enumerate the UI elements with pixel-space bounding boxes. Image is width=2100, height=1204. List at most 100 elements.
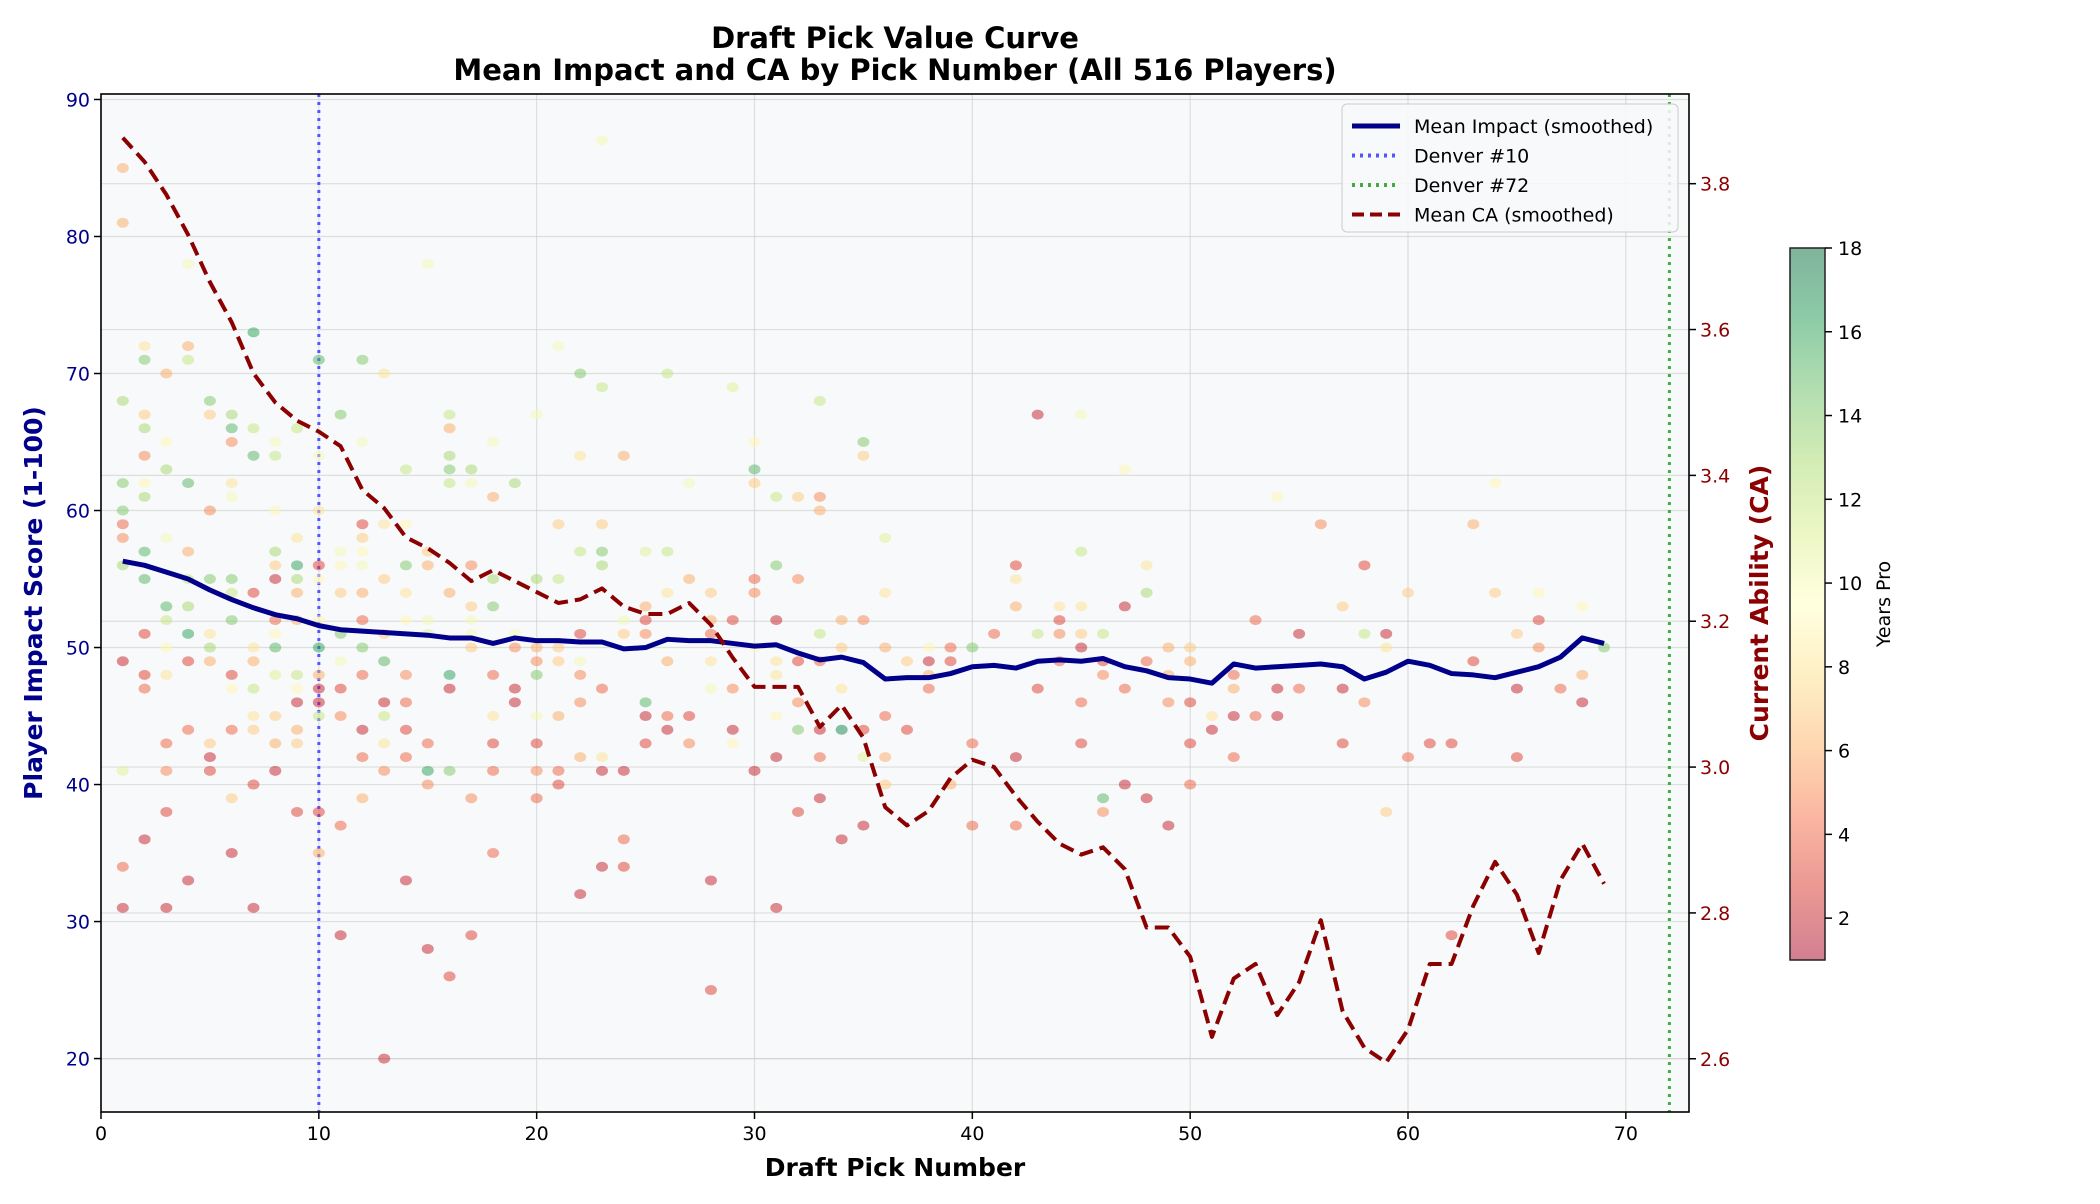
player-point	[334, 820, 347, 831]
player-point	[247, 902, 260, 913]
chart-subtitle: Mean Impact and CA by Pick Number (All 5…	[453, 53, 1336, 87]
player-point	[1009, 752, 1022, 763]
player-point	[487, 669, 500, 680]
player-point	[225, 437, 238, 448]
player-point	[1140, 793, 1153, 804]
player-point	[138, 491, 151, 502]
legend-label: Denver #10	[1414, 146, 1529, 168]
player-point	[225, 409, 238, 420]
colorbar-tick-label: 2	[1838, 908, 1850, 930]
player-point	[399, 587, 412, 598]
player-point	[879, 779, 892, 790]
player-point	[1097, 806, 1110, 817]
player-point	[312, 848, 325, 859]
player-point	[879, 532, 892, 543]
player-point	[922, 683, 935, 694]
player-point	[639, 738, 652, 749]
player-point	[1336, 683, 1349, 694]
player-point	[443, 587, 456, 598]
player-point	[291, 738, 304, 749]
player-point	[378, 697, 391, 708]
player-point	[465, 478, 478, 489]
player-point	[269, 450, 282, 461]
player-point	[399, 615, 412, 626]
player-point	[704, 683, 717, 694]
player-point	[247, 656, 260, 667]
player-point	[116, 217, 129, 228]
player-point	[269, 642, 282, 653]
player-point	[421, 779, 434, 790]
player-point	[312, 642, 325, 653]
player-point	[443, 478, 456, 489]
player-point	[138, 546, 151, 557]
player-point	[574, 752, 587, 763]
player-point	[1184, 779, 1197, 790]
plot-area	[101, 94, 1689, 1112]
player-point	[291, 697, 304, 708]
y2-tick-label: 2.6	[1700, 1049, 1730, 1071]
player-point	[247, 711, 260, 722]
player-point	[857, 752, 870, 763]
player-point	[748, 478, 761, 489]
player-point	[1140, 587, 1153, 598]
player-point	[1401, 752, 1414, 763]
player-point	[1205, 724, 1218, 735]
player-point	[596, 546, 609, 557]
player-point	[421, 258, 434, 269]
player-point	[835, 724, 848, 735]
player-point	[900, 724, 913, 735]
player-point	[1532, 587, 1545, 598]
legend-label: Mean CA (smoothed)	[1414, 205, 1614, 227]
player-point	[1532, 642, 1545, 653]
y-tick-label: 70	[66, 364, 90, 386]
player-point	[1184, 642, 1197, 653]
player-point	[291, 724, 304, 735]
player-point	[399, 724, 412, 735]
y-tick-label: 80	[66, 226, 90, 248]
player-point	[160, 437, 173, 448]
player-point	[138, 409, 151, 420]
player-point	[1097, 669, 1110, 680]
player-point	[661, 724, 674, 735]
player-point	[465, 601, 478, 612]
player-point	[792, 656, 805, 667]
player-point	[1162, 820, 1175, 831]
player-point	[356, 793, 369, 804]
player-point	[291, 560, 304, 571]
player-point	[1380, 806, 1393, 817]
player-point	[443, 450, 456, 461]
player-point	[1554, 683, 1567, 694]
player-point	[465, 642, 478, 653]
scatter-points	[116, 135, 1611, 1064]
player-point	[356, 724, 369, 735]
player-point	[269, 546, 282, 557]
player-point	[552, 574, 565, 585]
x-axis-label: Draft Pick Number	[765, 1153, 1026, 1182]
player-point	[552, 779, 565, 790]
player-point	[334, 587, 347, 598]
player-point	[596, 765, 609, 776]
player-point	[487, 711, 500, 722]
player-point	[944, 642, 957, 653]
player-point	[182, 656, 195, 667]
y-axis-label: Player Impact Score (1-100)	[19, 406, 48, 800]
player-point	[1489, 587, 1502, 598]
player-point	[312, 697, 325, 708]
player-point	[116, 505, 129, 516]
player-point	[1510, 752, 1523, 763]
player-point	[443, 464, 456, 475]
player-point	[291, 574, 304, 585]
player-point	[1576, 697, 1589, 708]
player-point	[334, 930, 347, 941]
player-point	[944, 656, 957, 667]
player-point	[922, 642, 935, 653]
player-point	[574, 546, 587, 557]
player-point	[291, 669, 304, 680]
player-point	[116, 162, 129, 173]
player-point	[552, 656, 565, 667]
colorbar-tick-label: 4	[1838, 824, 1850, 846]
player-point	[661, 711, 674, 722]
player-point	[1293, 628, 1306, 639]
player-point	[443, 669, 456, 680]
y-tick-label: 40	[66, 775, 90, 797]
